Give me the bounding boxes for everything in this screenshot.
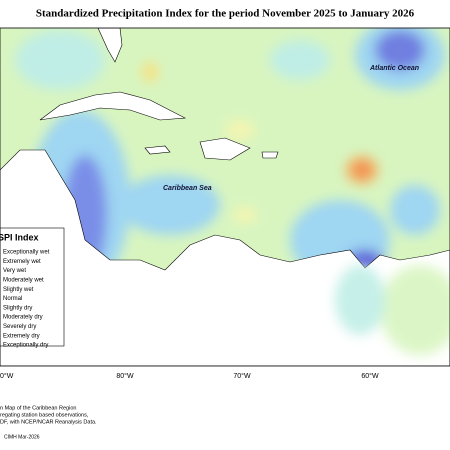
footer-line: DF, with NCEP/NCAR Reanalysis Data. xyxy=(0,419,97,425)
hispaniola xyxy=(199,137,251,161)
credit: CIMH Mar-2026 xyxy=(4,434,40,440)
legend-items: Exceptionally wet Extremely wet Very wet Mo… xyxy=(3,250,50,349)
longitude-labels: 0°W 80°W 70°W 60°W xyxy=(0,372,379,380)
map-title: Standardized Precipitation Index for the… xyxy=(36,8,415,20)
legend-title: SPI Index xyxy=(0,232,39,242)
longitude-label: 60°W xyxy=(361,372,379,380)
map-frame xyxy=(0,27,450,367)
spi-field xyxy=(15,28,450,342)
map-area: Atlantic Ocean Caribbean Sea SPI Index E… xyxy=(0,28,450,366)
land-spi xyxy=(335,265,450,355)
legend-label: Exceptionally dry xyxy=(3,343,48,349)
footer-line: n Map of the Caribbean Region xyxy=(0,405,76,411)
legend-label: Moderately wet xyxy=(3,277,44,283)
longitude-label: 80°W xyxy=(116,372,134,380)
florida xyxy=(97,28,123,63)
legend-label: Exceptionally wet xyxy=(3,250,50,256)
cuba xyxy=(39,91,187,121)
legend-label: Severely dry xyxy=(3,324,36,330)
sea-label: Caribbean Sea xyxy=(163,185,212,192)
legend-label: Moderately dry xyxy=(3,315,43,321)
legend-label: Very wet xyxy=(3,268,26,274)
footer-line: regating station based observations, xyxy=(0,412,89,418)
jamaica xyxy=(144,145,171,155)
longitude-label: 0°W xyxy=(0,372,14,380)
legend-label: Slightly wet xyxy=(3,287,34,293)
legend-label: Extremely wet xyxy=(3,259,41,265)
puerto-rico xyxy=(261,151,279,159)
legend-label: Normal xyxy=(3,296,22,302)
legend-box xyxy=(0,227,65,347)
legend-label: Extremely dry xyxy=(3,333,40,339)
legend-label: Slightly dry xyxy=(3,305,32,311)
ocean-label: Atlantic Ocean xyxy=(369,65,419,72)
longitude-label: 70°W xyxy=(233,372,251,380)
